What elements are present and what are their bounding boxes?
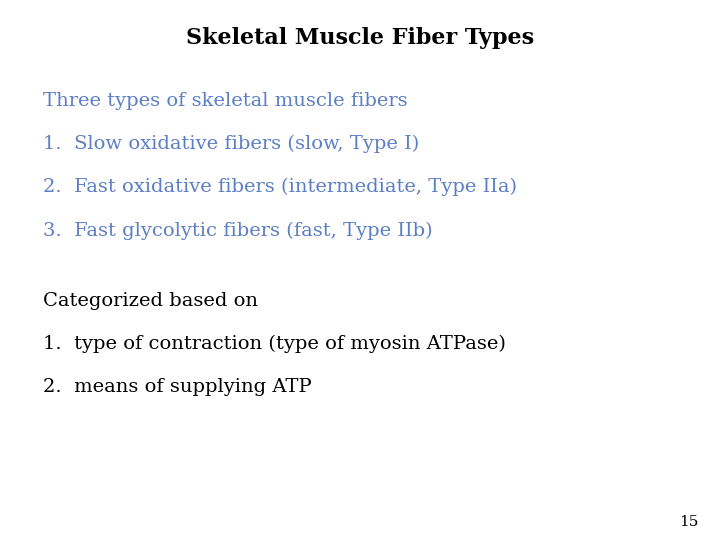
Text: 15: 15 — [679, 515, 698, 529]
Text: Skeletal Muscle Fiber Types: Skeletal Muscle Fiber Types — [186, 27, 534, 49]
Text: Three types of skeletal muscle fibers: Three types of skeletal muscle fibers — [43, 92, 408, 110]
Text: 2.  Fast oxidative fibers (intermediate, Type IIa): 2. Fast oxidative fibers (intermediate, … — [43, 178, 517, 197]
Text: 1.  type of contraction (type of myosin ATPase): 1. type of contraction (type of myosin A… — [43, 335, 506, 353]
Text: 3.  Fast glycolytic fibers (fast, Type IIb): 3. Fast glycolytic fibers (fast, Type II… — [43, 221, 433, 240]
Text: Categorized based on: Categorized based on — [43, 292, 258, 309]
Text: 1.  Slow oxidative fibers (slow, Type I): 1. Slow oxidative fibers (slow, Type I) — [43, 135, 420, 153]
Text: 2.  means of supplying ATP: 2. means of supplying ATP — [43, 378, 312, 396]
